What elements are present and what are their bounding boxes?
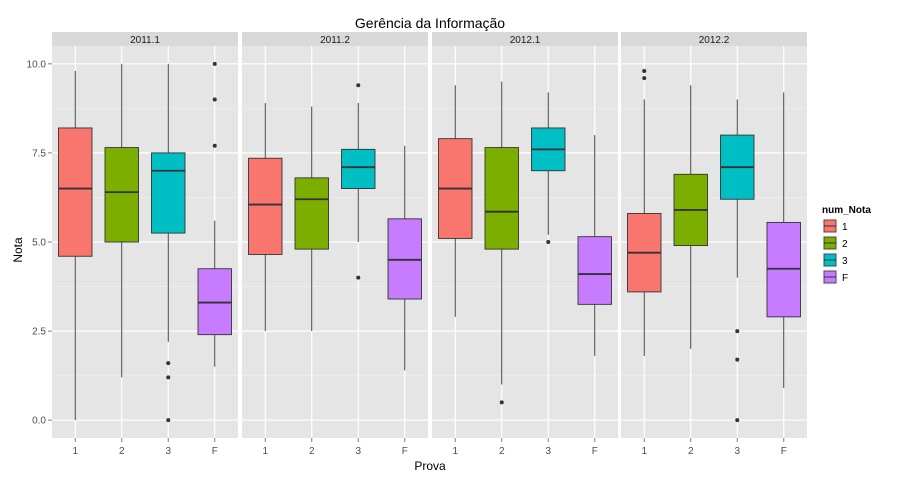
- x-tick-label: F: [781, 446, 787, 457]
- x-tick-label: 2: [499, 446, 505, 457]
- box: [151, 152, 186, 234]
- facet-strip: [242, 32, 428, 46]
- y-tick-label: 10.0: [27, 59, 47, 70]
- chart-title: Gerência da Informação: [355, 15, 505, 31]
- y-tick-label: 2.5: [32, 327, 46, 338]
- x-tick-label: F: [212, 446, 218, 457]
- y-tick-label: 5.0: [32, 238, 46, 249]
- y-tick-label: 0.0: [32, 416, 46, 427]
- outlier-point: [166, 418, 171, 423]
- box: [341, 148, 376, 189]
- outlier-point: [546, 240, 551, 244]
- outlier-point: [642, 68, 647, 73]
- facet-strip-label: 2012.1: [510, 35, 541, 46]
- outlier-point: [356, 275, 361, 280]
- box: [104, 147, 139, 243]
- y-tick-label: 7.5: [32, 148, 46, 159]
- x-axis-title: Prova: [414, 459, 446, 473]
- legend-label: 1: [842, 222, 848, 233]
- box: [58, 127, 93, 257]
- outlier-point: [212, 97, 217, 102]
- facet-strip: [621, 32, 807, 46]
- x-tick-label: 2: [119, 446, 125, 457]
- legend-label: F: [842, 273, 848, 284]
- outlier-point: [735, 329, 740, 334]
- outlier-point: [356, 83, 361, 88]
- x-tick-label: 3: [355, 446, 361, 457]
- y-axis-title: Nota: [11, 237, 25, 263]
- x-tick-label: 3: [165, 446, 171, 457]
- facet-strip-label: 2012.2: [699, 35, 730, 46]
- legend-title: num_Nota: [822, 205, 871, 216]
- box: [294, 177, 329, 250]
- outlier-point: [642, 76, 647, 81]
- facet-strip-label: 2011.1: [130, 35, 160, 46]
- x-tick-label: 1: [452, 446, 458, 457]
- outlier-point: [212, 143, 217, 148]
- box: [248, 157, 283, 255]
- box: [484, 147, 519, 250]
- x-tick-label: 1: [72, 446, 78, 457]
- outlier-point: [735, 418, 740, 423]
- legend-label: 2: [842, 239, 848, 250]
- outlier-point: [166, 361, 171, 366]
- x-tick-label: 2: [309, 446, 315, 457]
- x-tick-label: 1: [262, 446, 268, 457]
- legend: num_Nota 1 2 3 F: [821, 205, 871, 286]
- facet-strip: [432, 32, 618, 46]
- x-tick-label: 3: [734, 446, 740, 457]
- outlier-point: [166, 375, 171, 380]
- x-tick-label: 2: [688, 446, 694, 457]
- facet-strip-label: 2011.2: [320, 35, 350, 46]
- outlier-point: [212, 61, 217, 66]
- outlier-point: [499, 400, 504, 405]
- legend-label: 3: [842, 256, 848, 267]
- box: [577, 236, 612, 305]
- x-tick-label: F: [592, 446, 598, 457]
- x-tick-label: 3: [545, 446, 551, 457]
- facet-panels: 2011.1 1 2 3 F 2011.2 1 2 3 F 2012.1 1 2 3 F 2012.2 1 2 3 F…: [27, 32, 807, 457]
- facet-strip: [52, 32, 238, 46]
- x-tick-label: 1: [641, 446, 647, 457]
- x-tick-label: F: [402, 446, 408, 457]
- outlier-point: [735, 357, 740, 362]
